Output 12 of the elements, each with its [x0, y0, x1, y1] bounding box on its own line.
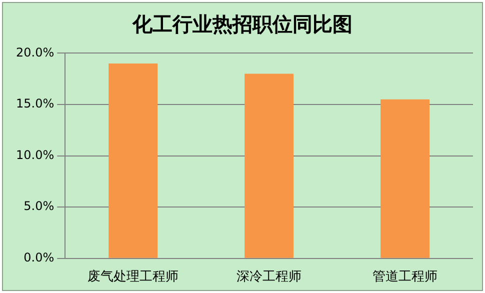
bar — [380, 99, 430, 258]
chart-title: 化工行业热招职位同比图 — [131, 11, 354, 38]
y-tick-label: 20.0% — [16, 45, 54, 60]
bar — [108, 63, 158, 258]
bar — [244, 74, 294, 258]
x-tick-label: 深冷工程师 — [236, 270, 302, 285]
y-tick-label: 0.0% — [24, 250, 54, 265]
x-tick-label: 管道工程师 — [372, 270, 438, 285]
y-tick-label: 15.0% — [16, 96, 54, 111]
y-tick-label: 5.0% — [24, 199, 54, 214]
y-tick-label: 10.0% — [16, 148, 54, 162]
x-tick-label: 废气处理工程师 — [88, 270, 179, 285]
